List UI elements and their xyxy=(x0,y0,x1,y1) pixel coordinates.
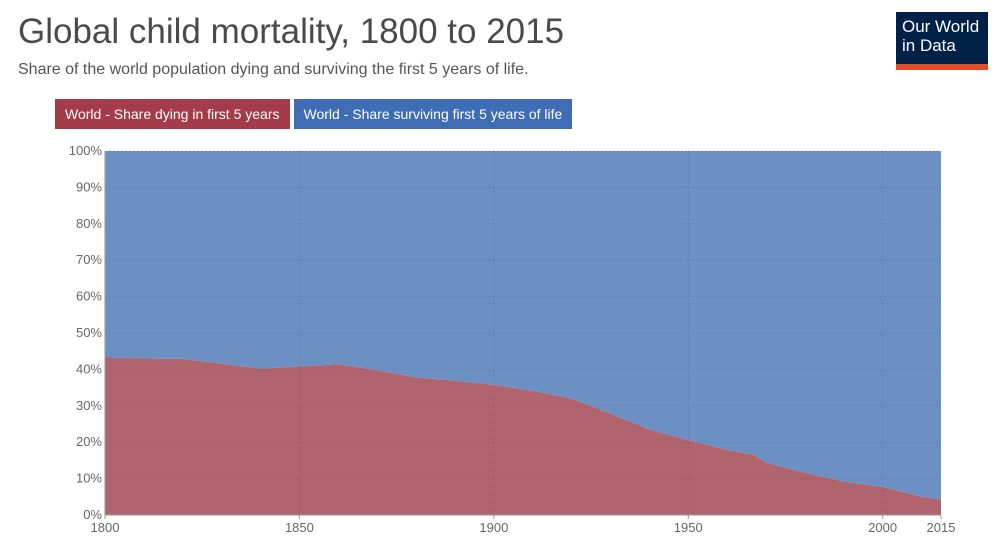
area-series-1[interactable] xyxy=(105,151,941,500)
x-tick-label: 1850 xyxy=(285,520,314,535)
y-tick-label: 40% xyxy=(76,361,102,376)
chart-legend: World - Share dying in first 5 years Wor… xyxy=(55,99,573,129)
area-series-0[interactable] xyxy=(105,357,941,515)
y-tick-label: 0% xyxy=(83,507,102,522)
y-tick-label: 30% xyxy=(76,398,102,413)
legend-item-surviving[interactable]: World - Share surviving first 5 years of… xyxy=(293,99,573,129)
y-tick-label: 100% xyxy=(69,143,103,158)
logo-accent-bar xyxy=(896,64,988,70)
legend-item-dying[interactable]: World - Share dying in first 5 years xyxy=(55,99,290,129)
y-tick-label: 60% xyxy=(76,289,102,304)
x-tick-label: 2000 xyxy=(868,520,897,535)
logo-line-1: Our World xyxy=(902,17,980,36)
y-tick-label: 10% xyxy=(76,471,102,486)
y-tick-label: 80% xyxy=(76,216,102,231)
x-tick-label: 1800 xyxy=(91,520,120,535)
y-tick-label: 50% xyxy=(76,325,102,340)
y-tick-label: 90% xyxy=(76,179,102,194)
logo-line-2: in Data xyxy=(902,36,956,55)
y-tick-label: 70% xyxy=(76,252,102,267)
x-tick-label: 1950 xyxy=(674,520,703,535)
chart-title: Global child mortality, 1800 to 2015 xyxy=(18,12,565,51)
y-tick-label: 20% xyxy=(76,434,102,449)
owid-logo[interactable]: Our World in Data xyxy=(896,12,988,70)
x-tick-label: 2015 xyxy=(927,520,956,535)
chart-subtitle: Share of the world population dying and … xyxy=(18,61,529,78)
x-tick-label: 1900 xyxy=(479,520,508,535)
